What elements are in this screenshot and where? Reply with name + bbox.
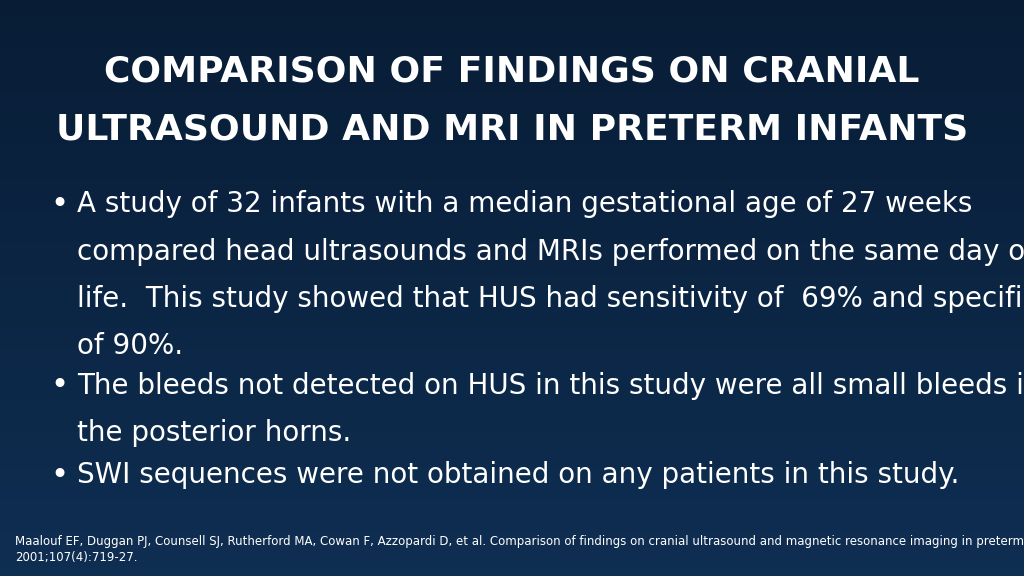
Text: SWI sequences were not obtained on any patients in this study.: SWI sequences were not obtained on any p… bbox=[77, 461, 959, 489]
Text: •: • bbox=[50, 372, 69, 400]
Text: COMPARISON OF FINDINGS ON CRANIAL: COMPARISON OF FINDINGS ON CRANIAL bbox=[104, 55, 920, 89]
Text: •: • bbox=[50, 190, 69, 219]
Text: •: • bbox=[50, 461, 69, 490]
Text: ULTRASOUND AND MRI IN PRETERM INFANTS: ULTRASOUND AND MRI IN PRETERM INFANTS bbox=[56, 112, 968, 147]
Text: life.  This study showed that HUS had sensitivity of  69% and specificity: life. This study showed that HUS had sen… bbox=[77, 285, 1024, 313]
Text: the posterior horns.: the posterior horns. bbox=[77, 419, 351, 447]
Text: 2001;107(4):719-27.: 2001;107(4):719-27. bbox=[15, 551, 138, 564]
Text: compared head ultrasounds and MRIs performed on the same day of: compared head ultrasounds and MRIs perfo… bbox=[77, 238, 1024, 266]
Text: The bleeds not detected on HUS in this study were all small bleeds in: The bleeds not detected on HUS in this s… bbox=[77, 372, 1024, 400]
Text: of 90%.: of 90%. bbox=[77, 332, 183, 360]
Text: A study of 32 infants with a median gestational age of 27 weeks: A study of 32 infants with a median gest… bbox=[77, 191, 972, 218]
Text: Maalouf EF, Duggan PJ, Counsell SJ, Rutherford MA, Cowan F, Azzopardi D, et al. : Maalouf EF, Duggan PJ, Counsell SJ, Ruth… bbox=[15, 535, 1024, 548]
